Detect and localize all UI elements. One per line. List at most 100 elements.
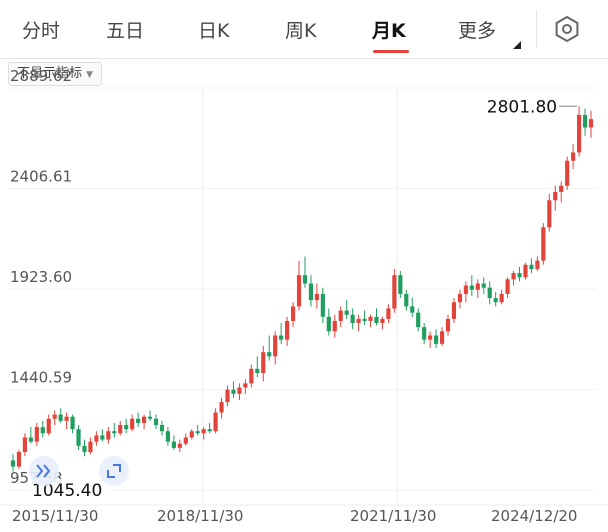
candle-body xyxy=(380,318,385,324)
candle-body xyxy=(279,335,284,340)
x-tick-label: 2015/11/30 xyxy=(12,507,98,525)
candle-body xyxy=(267,352,272,357)
active-underline xyxy=(373,50,409,53)
button-icon xyxy=(107,464,121,478)
candle-body xyxy=(141,416,147,423)
candle-body xyxy=(326,316,331,332)
candle-body xyxy=(219,402,224,413)
low-label-bg xyxy=(30,479,108,499)
y-tick-label: 1923.60 xyxy=(10,268,72,286)
expand-button[interactable] xyxy=(29,456,59,486)
candle-body xyxy=(505,279,510,294)
candle-body xyxy=(82,445,87,453)
candle-body xyxy=(52,414,57,419)
candle-body xyxy=(553,191,558,201)
candle-body xyxy=(177,443,182,448)
candle-body xyxy=(255,368,260,373)
candle-body xyxy=(249,368,254,384)
candle-body xyxy=(493,298,498,303)
tab[interactable]: 周K xyxy=(285,20,317,42)
candle-body xyxy=(112,431,117,434)
candle-body xyxy=(451,302,457,319)
candle-body xyxy=(124,424,129,430)
candle-body xyxy=(118,424,123,434)
high-label: 2801.80 xyxy=(487,97,557,117)
candle-body xyxy=(445,318,451,332)
candle-body xyxy=(94,435,99,442)
candle-body xyxy=(106,431,111,440)
candle-body xyxy=(463,285,468,294)
candle-body xyxy=(499,293,504,303)
candle-body xyxy=(338,310,343,321)
candle-body xyxy=(171,441,176,448)
candle-body xyxy=(350,314,355,324)
candle-body xyxy=(273,335,278,357)
candle-body xyxy=(40,427,45,434)
candle-body xyxy=(392,275,397,309)
candle-body xyxy=(469,285,474,290)
candle-body xyxy=(153,418,159,425)
candle-body xyxy=(410,306,415,313)
candle-body xyxy=(398,275,403,294)
candle-body xyxy=(571,152,576,161)
candle-body xyxy=(76,429,81,446)
tab[interactable]: 五日 xyxy=(106,20,145,42)
candle-body xyxy=(535,260,540,269)
tab-bar: 分时 五日 日K 周K 月K 更多 xyxy=(0,0,608,59)
candle-body xyxy=(28,437,33,442)
button-bg xyxy=(29,456,59,486)
candle-body xyxy=(487,287,492,299)
y-tick-label: 957.58 xyxy=(10,469,63,487)
fullscreen-button[interactable] xyxy=(99,456,129,486)
candle-body xyxy=(314,293,319,301)
x-tick-label: 2021/11/30 xyxy=(350,507,436,525)
candle-body xyxy=(88,441,93,453)
candle-body xyxy=(332,320,337,332)
candle-body xyxy=(362,318,367,321)
candle-body xyxy=(302,275,308,284)
candle-body xyxy=(433,335,439,344)
candle-body xyxy=(475,283,480,290)
candle-body xyxy=(130,418,135,430)
candle-body xyxy=(320,293,325,317)
candle-body xyxy=(356,318,361,324)
low-label: 1045.40 xyxy=(32,481,102,501)
candle-body xyxy=(308,283,314,301)
tab[interactable]: 分时 xyxy=(22,20,61,42)
indicator-dropdown[interactable]: 不显示指标 ▼ xyxy=(8,62,103,86)
candle-body xyxy=(58,414,63,421)
candle-body xyxy=(183,437,188,444)
candle-body xyxy=(237,387,242,394)
candle-body xyxy=(344,310,349,315)
candle-body xyxy=(46,418,51,434)
tab[interactable]: 更多 xyxy=(458,20,497,42)
candle-body xyxy=(285,320,290,340)
candle-body xyxy=(529,264,534,269)
candle-body xyxy=(517,273,522,278)
candle-body xyxy=(374,316,379,324)
candle-body xyxy=(588,119,594,128)
candle-body xyxy=(439,331,445,344)
tab[interactable]: 月K xyxy=(372,20,406,42)
candle-body xyxy=(159,424,165,432)
candle-body xyxy=(70,416,75,430)
candle-body xyxy=(457,293,463,303)
candle-body xyxy=(428,335,433,340)
candle-body xyxy=(565,160,570,186)
settings-icon[interactable] xyxy=(553,15,581,43)
divider xyxy=(536,10,537,48)
candle-body xyxy=(422,327,427,340)
candle-body xyxy=(290,306,296,321)
candle-body xyxy=(231,389,236,394)
candle-body xyxy=(165,431,171,442)
candle-body xyxy=(386,308,391,319)
more-triangle xyxy=(513,41,521,49)
candle-body xyxy=(22,437,27,453)
candle-body xyxy=(523,264,528,278)
candle-body xyxy=(243,383,248,388)
candle-body xyxy=(201,429,206,434)
dropdown-label: 不显示指标 xyxy=(17,66,83,81)
x-tick-label: 2018/11/30 xyxy=(157,507,243,525)
tab[interactable]: 日K xyxy=(198,20,230,42)
candle-body xyxy=(34,427,39,442)
